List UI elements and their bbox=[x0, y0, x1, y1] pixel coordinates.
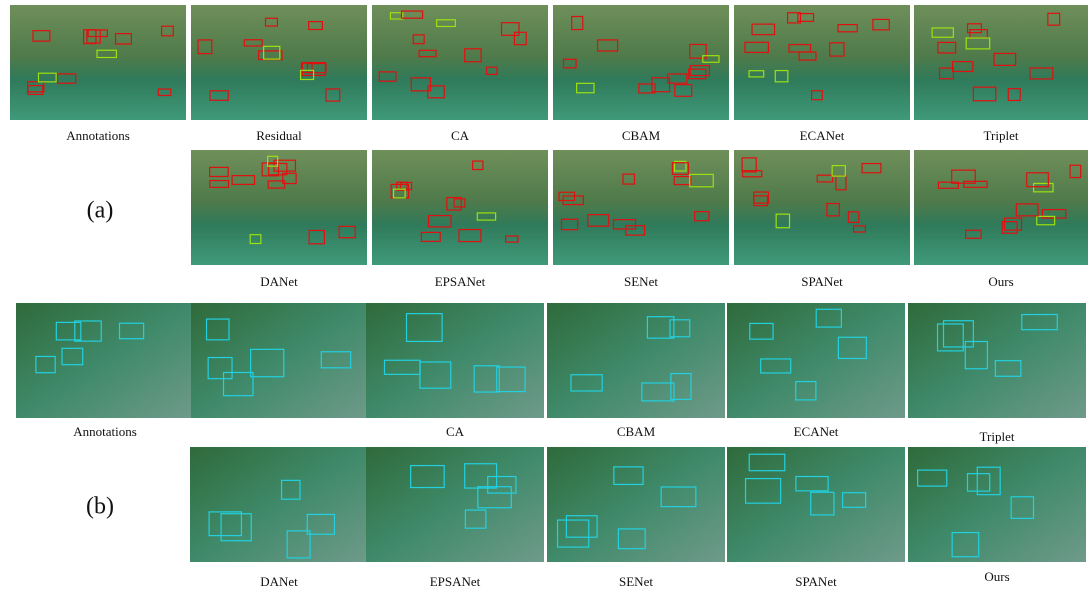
caption: DANet bbox=[260, 274, 298, 289]
caption: SENet bbox=[619, 574, 653, 589]
caption: Triplet bbox=[984, 128, 1019, 143]
caption: ECANet bbox=[794, 424, 839, 439]
result-image bbox=[372, 150, 548, 265]
caption: SENet bbox=[624, 274, 658, 289]
image bbox=[191, 5, 367, 120]
image bbox=[366, 447, 544, 562]
result-image bbox=[734, 5, 910, 120]
result-image bbox=[547, 447, 725, 562]
caption: SPANet bbox=[801, 274, 843, 289]
result-image bbox=[553, 150, 729, 265]
caption: Ours bbox=[984, 569, 1009, 584]
caption: SPANet bbox=[795, 574, 837, 589]
image bbox=[908, 447, 1086, 562]
image bbox=[914, 5, 1088, 120]
result-image bbox=[10, 5, 186, 120]
result-image bbox=[914, 150, 1088, 265]
result-image bbox=[553, 5, 729, 120]
result-image bbox=[908, 303, 1086, 418]
caption: DANet bbox=[260, 574, 298, 589]
image bbox=[734, 150, 910, 265]
caption: CBAM bbox=[617, 424, 656, 439]
result-image bbox=[191, 5, 367, 120]
image bbox=[190, 447, 368, 562]
caption: Ours bbox=[988, 274, 1013, 289]
result-image bbox=[908, 447, 1086, 562]
caption: EPSANet bbox=[435, 274, 486, 289]
caption: Triplet bbox=[980, 429, 1015, 444]
result-image bbox=[366, 303, 544, 418]
result-image bbox=[734, 150, 910, 265]
image bbox=[191, 303, 369, 418]
figure: (a) (b) Annotations Residual CA CBAM ECANet T… bbox=[0, 0, 1088, 589]
result-image bbox=[727, 447, 905, 562]
result-image bbox=[191, 150, 367, 265]
caption: Residual bbox=[256, 128, 302, 143]
result-image bbox=[190, 447, 368, 562]
result-image bbox=[727, 303, 905, 418]
result-image bbox=[366, 447, 544, 562]
image bbox=[16, 303, 194, 418]
caption: ECANet bbox=[800, 128, 845, 143]
image bbox=[10, 5, 186, 120]
image bbox=[727, 447, 905, 562]
result-image bbox=[547, 303, 725, 418]
image bbox=[372, 5, 548, 120]
result-image bbox=[372, 5, 548, 120]
image bbox=[914, 150, 1088, 265]
image bbox=[547, 447, 725, 562]
image bbox=[734, 5, 910, 120]
caption: CA bbox=[446, 424, 465, 439]
result-image bbox=[914, 5, 1088, 120]
image bbox=[553, 150, 729, 265]
caption: CBAM bbox=[622, 128, 661, 143]
image bbox=[547, 303, 725, 418]
result-image bbox=[16, 303, 194, 418]
caption: Annotations bbox=[66, 128, 130, 143]
caption: Annotations bbox=[73, 424, 137, 439]
panel-label: (b) bbox=[86, 494, 114, 520]
panel-label: (a) bbox=[87, 198, 114, 224]
result-image bbox=[191, 303, 369, 418]
caption: CA bbox=[451, 128, 470, 143]
caption: EPSANet bbox=[430, 574, 481, 589]
